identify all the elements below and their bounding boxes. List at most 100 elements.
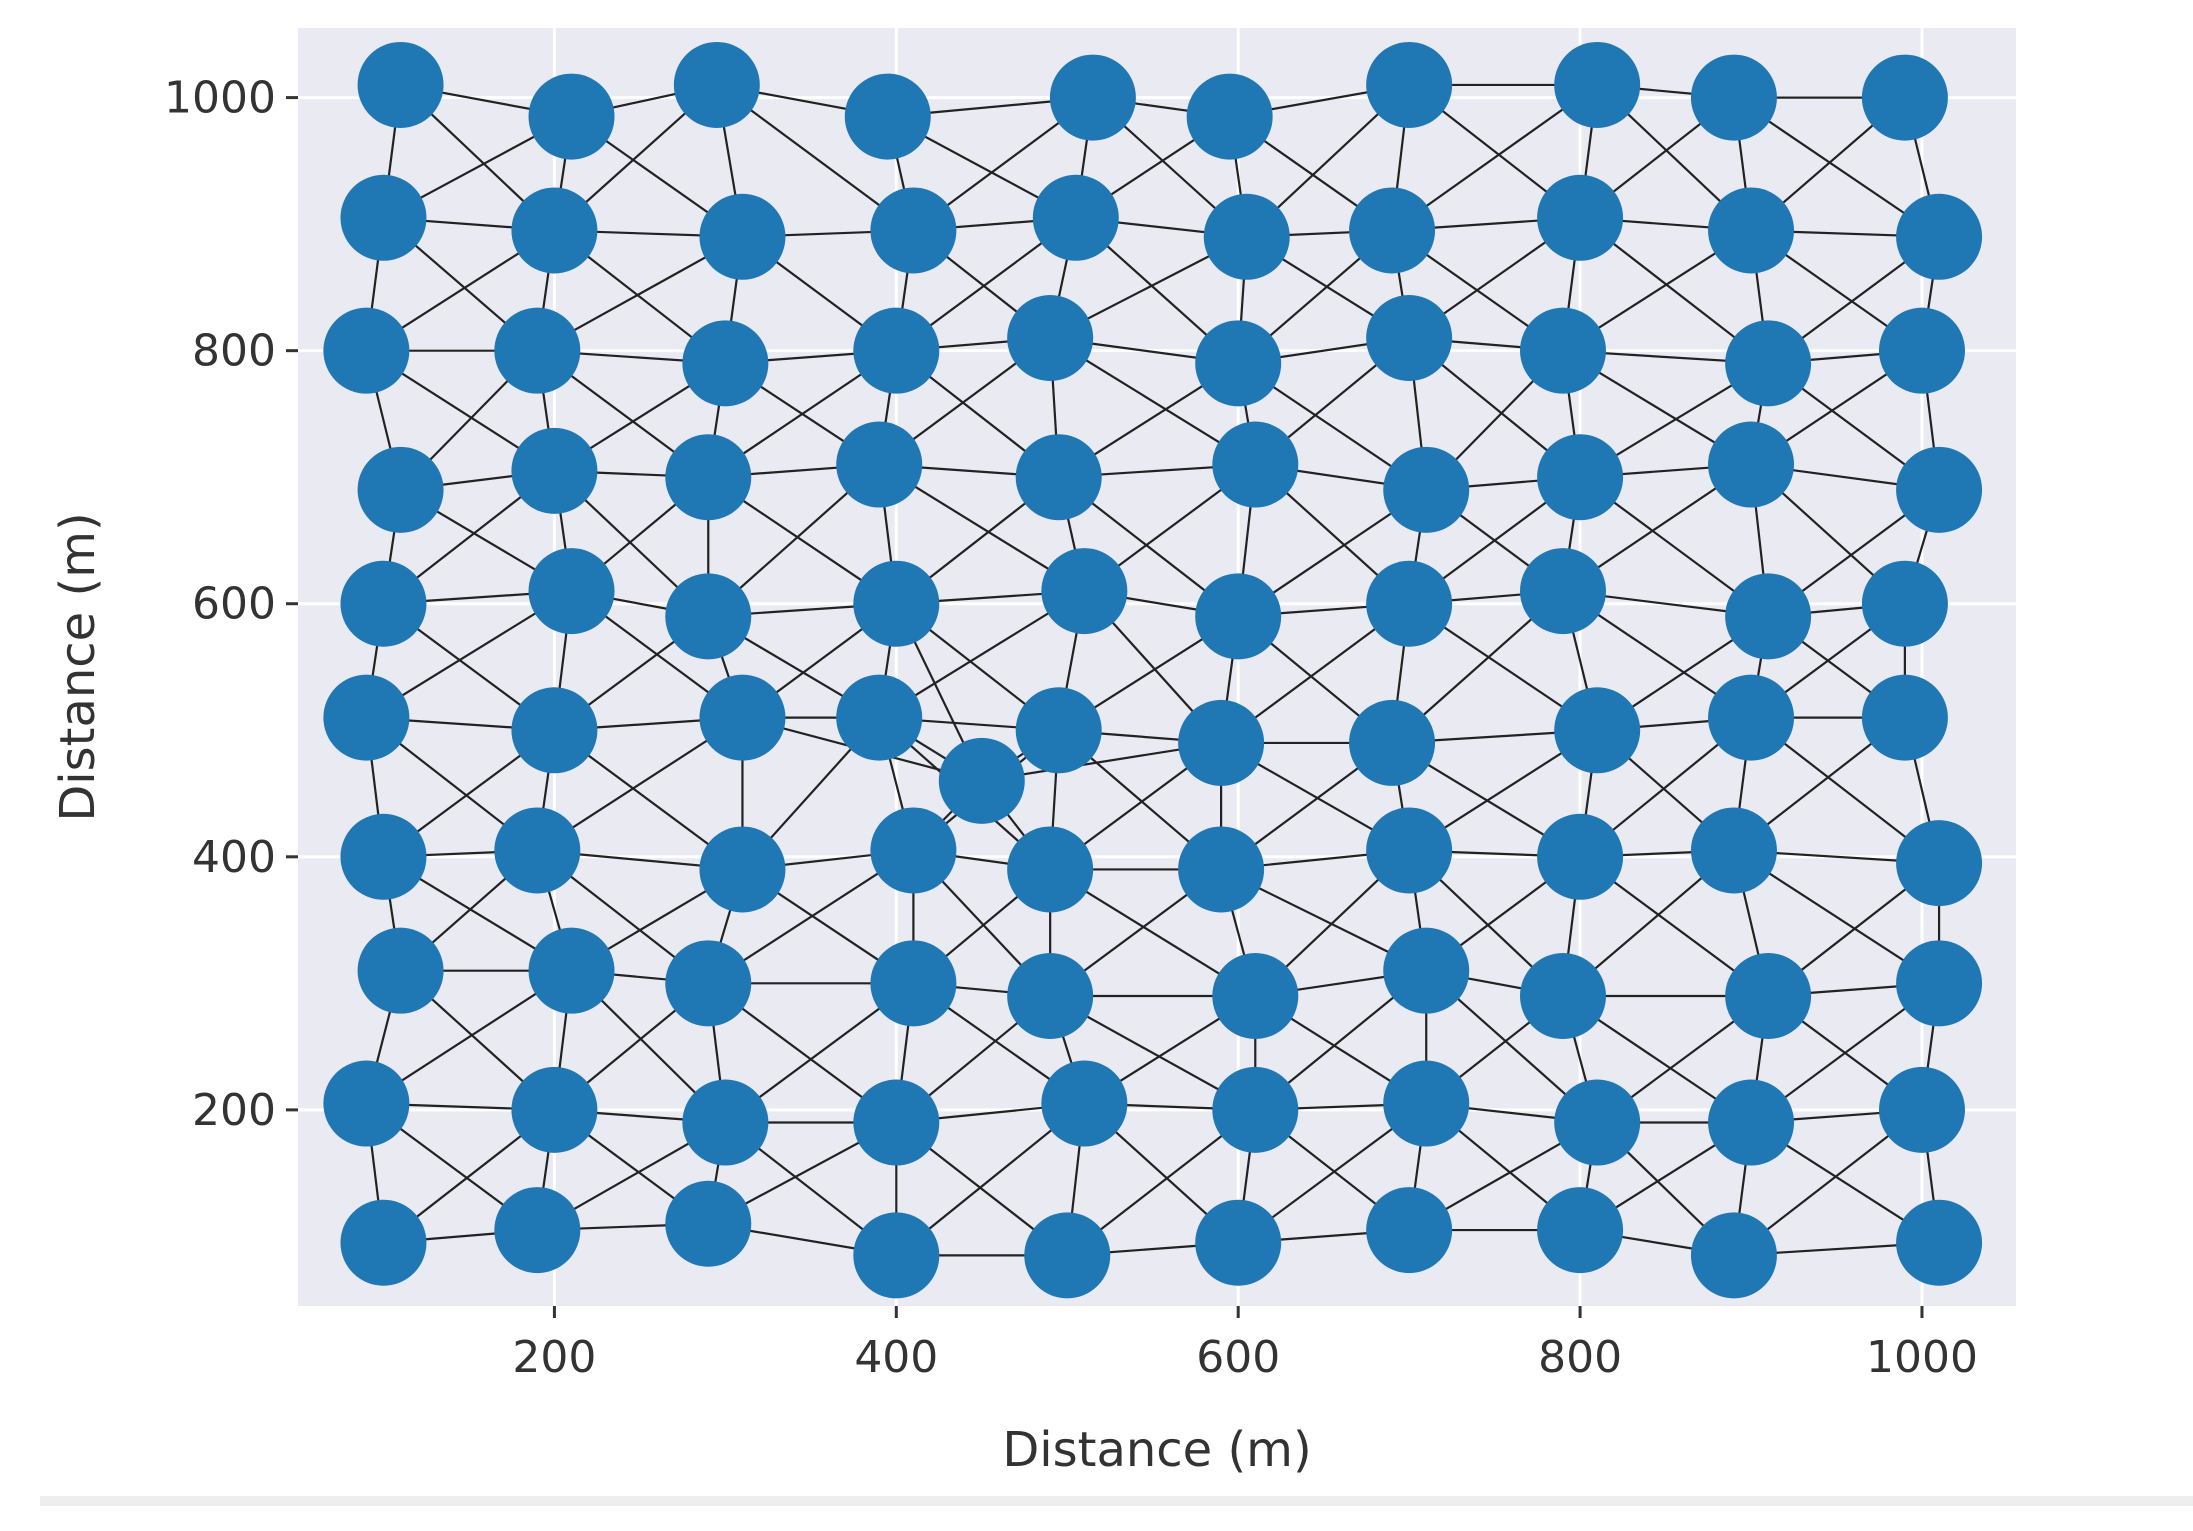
network-node [357, 927, 444, 1014]
network-node [1366, 295, 1453, 382]
network-node [1178, 826, 1265, 913]
network-node [1690, 54, 1777, 141]
network-node [853, 1079, 940, 1166]
y-tick-label: 200 [192, 1085, 276, 1136]
network-node [1725, 320, 1812, 407]
network-node [1690, 807, 1777, 894]
network-node [528, 927, 615, 1014]
network-node [1186, 73, 1273, 160]
network-node [1349, 187, 1436, 274]
y-axis-label: Distance (m) [50, 512, 106, 821]
network-node [1708, 187, 1795, 274]
network-node [1195, 573, 1282, 660]
network-node [528, 73, 615, 160]
network-node [1195, 320, 1282, 407]
network-node [1041, 1060, 1128, 1147]
network-node [1366, 1187, 1453, 1274]
network-node [494, 807, 581, 894]
network-node [1896, 1199, 1983, 1286]
network-node [1708, 674, 1795, 761]
network-node [340, 813, 427, 900]
network-node [673, 41, 760, 128]
network-node [1537, 1187, 1624, 1274]
network-node [938, 737, 1025, 824]
network-node [870, 807, 957, 894]
y-axis-ticks: 200 400 600 800 1000 [164, 73, 298, 1136]
network-node [1519, 952, 1606, 1039]
network-node [1203, 193, 1290, 280]
network-node [853, 560, 940, 647]
network-node [1537, 813, 1624, 900]
network-node [699, 826, 786, 913]
network-node [1896, 193, 1983, 280]
network-node [1015, 434, 1102, 521]
network-node [511, 1066, 598, 1153]
network-node [665, 434, 752, 521]
network-node [1896, 940, 1983, 1027]
network-node [1708, 1079, 1795, 1166]
x-axis-ticks: 200 400 600 800 1000 [512, 1306, 1978, 1383]
network-node [1007, 826, 1094, 913]
network-node [1383, 446, 1470, 533]
bottom-divider [40, 1496, 2193, 1506]
network-node [340, 1199, 427, 1286]
network-node [323, 1060, 410, 1147]
network-node [1725, 573, 1812, 660]
y-tick-label: 800 [192, 326, 276, 377]
network-node [1007, 952, 1094, 1039]
network-node [528, 548, 615, 635]
network-node [511, 427, 598, 514]
network-node [844, 73, 931, 160]
network-node [1690, 1212, 1777, 1299]
network-node [1024, 1212, 1111, 1299]
network-node [836, 674, 923, 761]
network-node [1896, 446, 1983, 533]
network-node [1195, 1199, 1282, 1286]
x-axis-label: Distance (m) [1002, 1422, 1311, 1478]
network-node [1212, 952, 1299, 1039]
network-node [1383, 927, 1470, 1014]
network-node [665, 573, 752, 660]
network-node [323, 307, 410, 394]
network-node [1015, 687, 1102, 774]
network-node [870, 940, 957, 1027]
network-node [1554, 41, 1641, 128]
network-node [357, 41, 444, 128]
y-tick-label: 1000 [164, 73, 276, 124]
network-node [340, 560, 427, 647]
network-node [1212, 421, 1299, 508]
network-node [1519, 307, 1606, 394]
network-nodes [323, 41, 1983, 1299]
network-node [494, 307, 581, 394]
network-node [1349, 699, 1436, 786]
x-tick-label: 200 [512, 1332, 596, 1383]
network-node [682, 320, 769, 407]
x-tick-label: 1000 [1866, 1332, 1978, 1383]
network-node [1861, 54, 1948, 141]
network-node [682, 1079, 769, 1166]
network-node [323, 674, 410, 761]
y-tick-label: 600 [192, 579, 276, 630]
network-node [1519, 548, 1606, 635]
network-node [340, 174, 427, 261]
network-node [1896, 820, 1983, 907]
network-node [1537, 174, 1624, 261]
network-node [1878, 307, 1965, 394]
network-node [1554, 687, 1641, 774]
network-node [1007, 295, 1094, 382]
network-node [665, 1180, 752, 1267]
network-node [494, 1187, 581, 1274]
y-tick-label: 400 [192, 832, 276, 883]
x-tick-label: 800 [1538, 1332, 1622, 1383]
network-node [1041, 548, 1128, 635]
network-node [699, 674, 786, 761]
network-node [1725, 952, 1812, 1039]
network-node [1537, 434, 1624, 521]
network-node [1366, 560, 1453, 647]
network-node [1708, 421, 1795, 508]
network-node [836, 421, 923, 508]
network-node [1554, 1079, 1641, 1166]
network-node [1366, 41, 1453, 128]
network-node [1049, 54, 1136, 141]
